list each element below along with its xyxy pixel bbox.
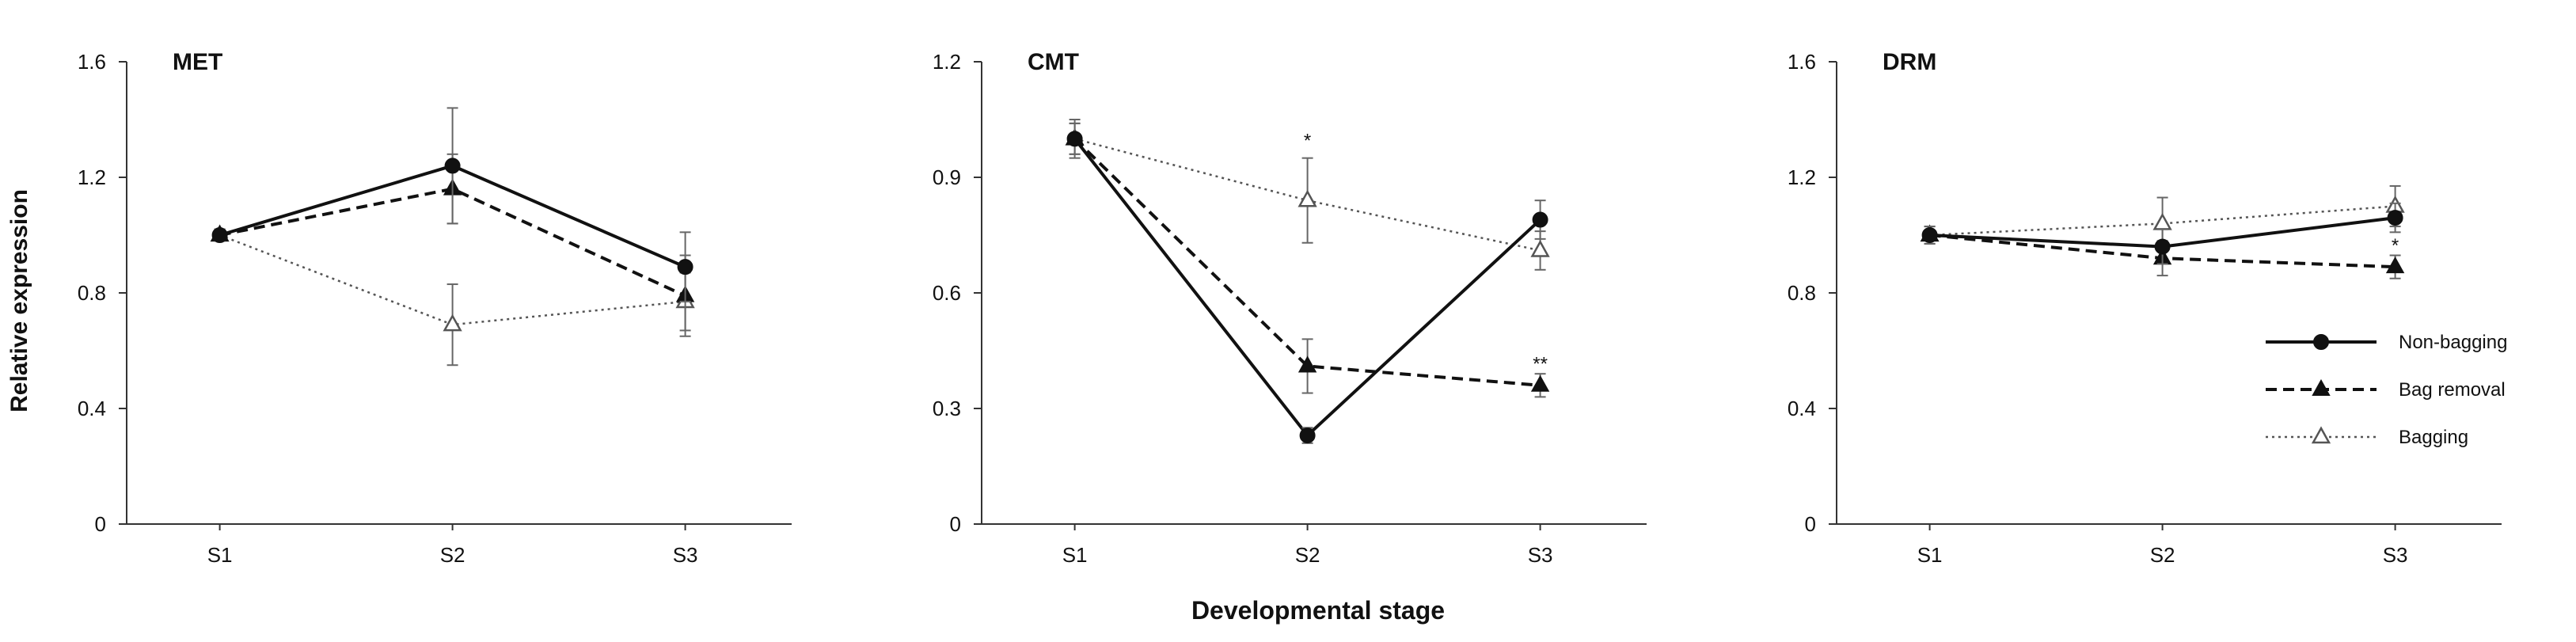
- y-tick-label: 1.2: [1788, 165, 1816, 189]
- y-tick-label: 0.3: [933, 397, 961, 420]
- y-tick-label: 0.4: [78, 397, 106, 420]
- y-tick-label: 0.4: [1788, 397, 1816, 420]
- y-tick-label: 1.6: [1788, 50, 1816, 74]
- data-point: [677, 259, 693, 275]
- panel-drm: 0 0.4 0.8 1.2 1.6 S1 S2 S3 DRM *: [1788, 49, 2502, 567]
- data-point: [1921, 227, 1938, 243]
- series-line: [219, 234, 686, 326]
- x-tick-label: S2: [440, 543, 465, 567]
- y-tick-label: 0.9: [933, 165, 961, 189]
- legend-entry-bagging: Bagging: [2266, 426, 2468, 448]
- chart-panels: 0 0.4 0.8 1.2 1.6 S1 S2 S3 MET 0 0.3 0.6 0.9 1.2 S1 S2 S…: [78, 49, 2502, 567]
- data-point: [1299, 427, 1316, 444]
- panel-title: CMT: [1028, 49, 1079, 75]
- panel-title: MET: [173, 49, 222, 75]
- panel-met: 0 0.4 0.8 1.2 1.6 S1 S2 S3 MET: [78, 49, 792, 567]
- x-tick-label: S3: [1528, 543, 1553, 567]
- data-point: [211, 227, 228, 243]
- x-tick-label: S1: [1917, 543, 1943, 567]
- data-point: [443, 313, 462, 332]
- y-tick-label: 1.6: [78, 50, 106, 74]
- significance-marker: *: [2392, 235, 2399, 256]
- series-non-bagging: [1921, 202, 2403, 265]
- data-point: [2387, 210, 2403, 226]
- legend-label: Bagging: [2399, 427, 2468, 448]
- x-tick-label: S3: [2383, 543, 2408, 567]
- legend-marker: [2313, 334, 2329, 350]
- series-non-bagging: [211, 107, 693, 302]
- legend-marker: [2312, 378, 2331, 396]
- data-point: [2152, 212, 2172, 230]
- x-tick-label: S3: [673, 543, 698, 567]
- x-tick-label: S1: [1062, 543, 1088, 567]
- y-tick-label: 0.8: [1788, 281, 1816, 305]
- y-tick-label: 1.2: [933, 50, 961, 74]
- legend-entry-non-bagging: Non-bagging: [2266, 332, 2507, 353]
- y-tick-label: 0: [950, 512, 961, 536]
- y-tick-label: 1.2: [78, 165, 106, 189]
- data-point: [444, 158, 461, 174]
- legend-label: Non-bagging: [2399, 332, 2507, 353]
- x-tick-label: S2: [2150, 543, 2175, 567]
- x-axis-label: Developmental stage: [1191, 596, 1445, 625]
- y-tick-label: 0: [1805, 512, 1816, 536]
- legend: Non-bagging Bag removal Bagging: [2266, 332, 2507, 448]
- data-point: [1066, 131, 1083, 147]
- y-tick-label: 0.8: [78, 281, 106, 305]
- significance-marker: **: [1533, 354, 1548, 375]
- x-tick-label: S1: [207, 543, 233, 567]
- series-bagging: [210, 224, 695, 367]
- y-tick-label: 0.6: [933, 281, 961, 305]
- data-point: [1532, 211, 1548, 228]
- y-axis-label: Relative expression: [6, 189, 32, 412]
- data-point: [2385, 256, 2405, 274]
- legend-marker: [2311, 426, 2331, 444]
- series-line: [1929, 205, 2396, 237]
- data-point: [1297, 189, 1317, 207]
- x-tick-label: S2: [1295, 543, 1320, 567]
- y-tick-label: 0: [95, 512, 106, 536]
- data-point: [1530, 239, 1550, 257]
- series-non-bagging: [1066, 122, 1548, 444]
- panel-title: DRM: [1883, 49, 1936, 75]
- significance-marker: *: [1304, 130, 1311, 151]
- data-point: [1297, 355, 1317, 373]
- legend-label: Bag removal: [2399, 379, 2506, 401]
- data-point: [1530, 374, 1550, 392]
- series-line: [1073, 137, 1541, 387]
- legend-entry-bag-removal: Bag removal: [2266, 378, 2506, 401]
- data-point: [2154, 238, 2171, 255]
